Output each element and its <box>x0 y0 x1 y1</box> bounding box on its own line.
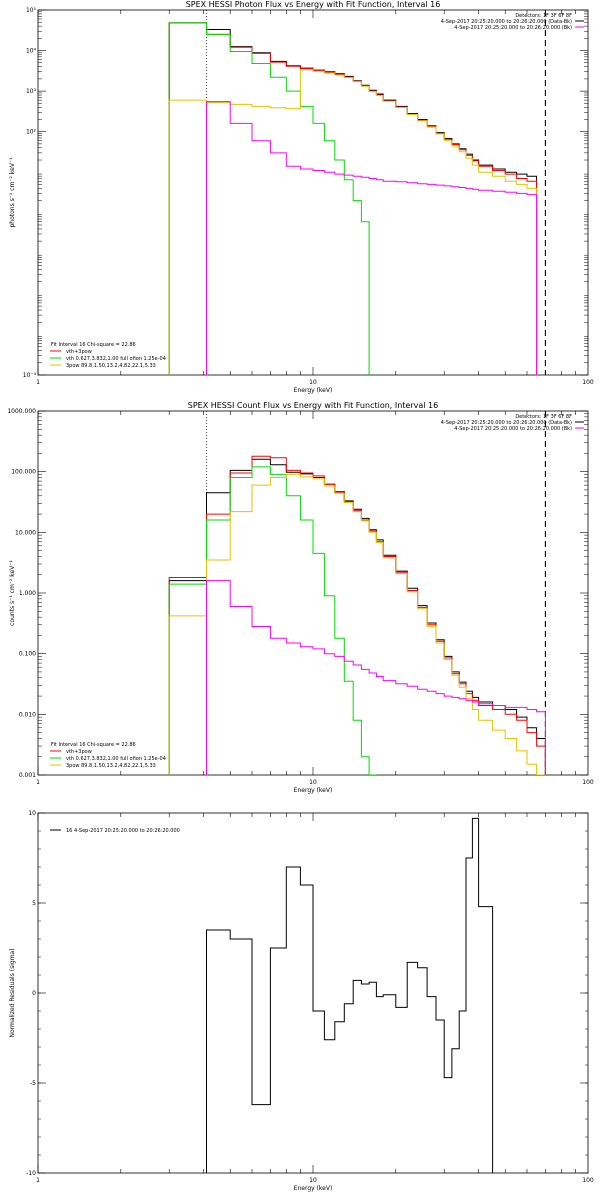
chart-panel-3: 1 10 100 Energy (keV) -10 -5 0 5 10 Normalized Re… <box>9 810 594 1192</box>
x-tick-label: 1 <box>36 779 40 786</box>
series-16 <box>206 817 494 1173</box>
series-3pow <box>168 473 546 775</box>
series-bk <box>206 580 546 775</box>
chart-title: SPEX HESSI Count Flux vs Energy with Fit… <box>188 401 439 410</box>
x-axis: 1 10 100 <box>36 813 594 1184</box>
legend-entry: 3pow 89.8,1.50,13.2,4.82,22.1,5.33 <box>66 763 156 769</box>
y-axis-label: photons s⁻¹ cm⁻² keV⁻¹ <box>9 157 16 228</box>
x-tick-label: 10 <box>309 1177 317 1184</box>
y-axis: 0.001 0.010 0.100 1.000 10.000 100.000 1000.00… <box>7 408 588 779</box>
series-bk <box>206 101 538 375</box>
x-tick-label: 100 <box>582 1177 594 1184</box>
y-tick-label: 0.001 <box>19 772 36 779</box>
y-tick-label: -10 <box>26 1170 36 1177</box>
series-3pow <box>168 69 538 375</box>
x-axis-label: Energy (keV) <box>294 387 333 394</box>
series-vth <box>168 466 377 775</box>
legend-entry: vth 0.627,3.832,1.00 full ofion 1.25e-04 <box>66 756 166 762</box>
series-group <box>168 455 546 775</box>
y-tick-label: 0.100 <box>19 651 36 658</box>
y-axis-label: Normalized Residuals (sigma) <box>9 948 16 1037</box>
legend-entry: 16 4-Sep-2017 20:25:20.000 to 20:26:20.0… <box>66 828 180 834</box>
x-axis: 1 10 100 <box>36 411 594 786</box>
y-axis: 10⁻⁴ 10² 10³ 10⁴ 10⁵ <box>23 7 588 379</box>
y-tick-label: 0.010 <box>19 711 36 718</box>
series-group <box>206 817 494 1173</box>
y-tick-label: 10.000 <box>15 529 36 536</box>
y-tick-label: 5 <box>32 900 36 907</box>
y-tick-label: 10⁵ <box>26 7 37 14</box>
x-tick-label: 100 <box>582 379 594 386</box>
x-axis: 1 10 100 <box>36 10 594 386</box>
chart-panel-1: SPEX HESSI Photon Flux vs Energy with Fi… <box>9 0 594 394</box>
y-tick-label: 10⁴ <box>26 48 37 55</box>
chart-panel-2: SPEX HESSI Count Flux vs Energy with Fit… <box>7 401 594 794</box>
header-line: 4-Sep-2017 20:25:20.000 to 20:26:20.000 … <box>441 19 572 25</box>
legend-entry: vth+3pow <box>66 749 92 755</box>
header-line: 4-Sep-2017 20:25:20.000 to 20:26:20.000 … <box>441 420 572 426</box>
y-tick-label: -5 <box>30 1080 36 1087</box>
legend-entry: vth 0.627,3.832,1.00 full ofion 1.25e-04 <box>66 356 166 362</box>
series-group <box>168 22 538 375</box>
series-vth-3pow <box>168 455 546 775</box>
chart-title: SPEX HESSI Photon Flux vs Energy with Fi… <box>186 0 441 9</box>
x-tick-label: 10 <box>309 379 317 386</box>
y-tick-label: 10³ <box>26 88 37 95</box>
header-line: 4-Sep-2017 20:25:20.000 to 20:26:20.000 … <box>454 426 572 432</box>
header-line: Detectors: 1F 3F 6F 8F <box>515 13 572 19</box>
legend-entry: Fit Interval 16 Chi-square = 22.86 <box>51 342 136 348</box>
y-tick-label: 10⁻⁴ <box>23 372 37 379</box>
x-tick-label: 1 <box>36 379 40 386</box>
y-tick-label: 100.000 <box>11 469 36 476</box>
y-tick-label: 0 <box>32 990 36 997</box>
legend-entry: Fit Interval 16 Chi-square = 22.86 <box>51 742 136 748</box>
series-vth <box>168 22 370 375</box>
y-axis-label: counts s⁻¹ cm⁻² keV⁻¹ <box>9 560 16 626</box>
x-tick-label: 1 <box>36 1177 40 1184</box>
y-tick-label: 10² <box>26 129 37 136</box>
y-tick-label: 1000.000 <box>7 408 36 415</box>
y-tick-label: 10 <box>28 810 36 817</box>
x-tick-label: 100 <box>582 779 594 786</box>
series-data-bk <box>168 458 546 775</box>
header-line: Detectors: 1F 3F 6F 8F <box>515 414 572 420</box>
x-axis-label: Energy (keV) <box>294 787 333 794</box>
legend-entry: vth+3pow <box>66 349 92 355</box>
y-tick-label: 1.000 <box>19 590 36 597</box>
legend-entry: 3pow 89.8,1.50,13.2,4.82,22.1,5.33 <box>66 363 156 369</box>
header-line: 4-Sep-2017 20:25:20.000 to 20:26:20.000 … <box>454 25 572 31</box>
plot-frame <box>37 410 589 776</box>
x-axis-label: Energy (keV) <box>294 1185 333 1192</box>
x-tick-label: 10 <box>309 779 317 786</box>
y-axis: -10 -5 0 5 10 <box>26 810 588 1177</box>
